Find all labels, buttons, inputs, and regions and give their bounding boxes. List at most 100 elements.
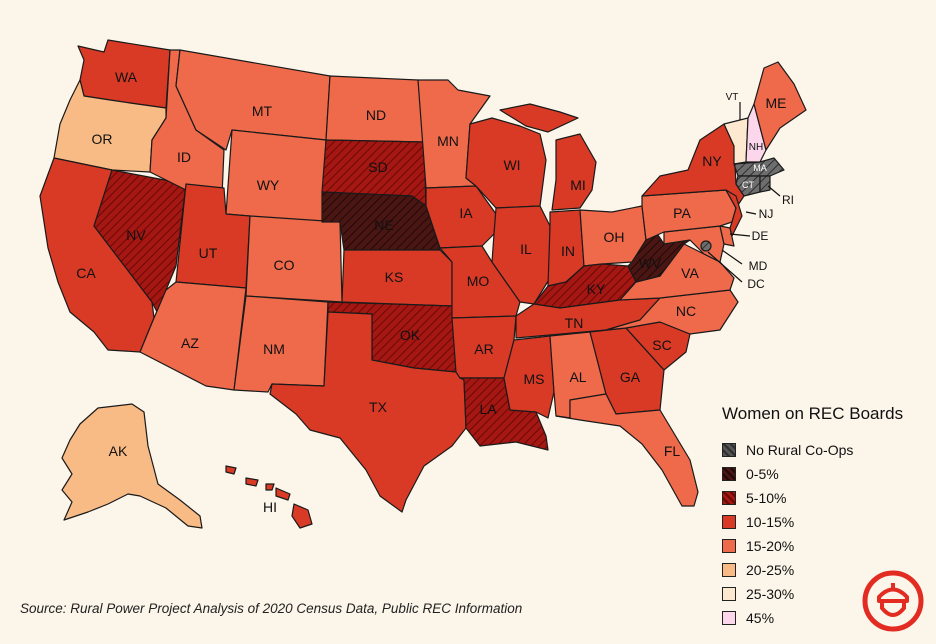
source-note: Source: Rural Power Project Analysis of … xyxy=(20,601,523,616)
state-wy xyxy=(225,129,327,223)
legend-item: 15-20% xyxy=(722,534,903,558)
legend-swatch xyxy=(722,443,736,457)
label-ar: AR xyxy=(474,341,493,357)
state-nc xyxy=(605,289,739,335)
legend-item: No Rural Co-Ops xyxy=(722,438,903,462)
label-nm: NM xyxy=(263,341,285,357)
label-mt: MT xyxy=(252,103,273,119)
label-nv: NV xyxy=(126,227,146,243)
legend-item: 45% xyxy=(722,606,903,630)
label-in: IN xyxy=(561,243,575,259)
label-nj: NJ xyxy=(759,207,774,221)
label-nd: ND xyxy=(366,107,386,123)
legend-item: 20-25% xyxy=(722,558,903,582)
state-me xyxy=(753,61,807,151)
label-ky: KY xyxy=(587,281,606,297)
label-mi: MI xyxy=(570,177,586,193)
label-va: VA xyxy=(681,265,699,281)
label-ks: KS xyxy=(385,269,404,285)
label-ok: OK xyxy=(400,327,421,343)
label-ca: CA xyxy=(76,265,96,281)
label-me: ME xyxy=(766,95,787,111)
legend-item: 10-15% xyxy=(722,510,903,534)
state-nj xyxy=(725,189,743,237)
label-wy: WY xyxy=(257,177,280,193)
label-ri: RI xyxy=(782,193,794,207)
state-mi xyxy=(499,103,597,211)
label-mo: MO xyxy=(467,273,490,289)
label-ma: MA xyxy=(753,163,767,173)
label-ia: IA xyxy=(459,205,473,221)
legend-item: 25-30% xyxy=(722,582,903,606)
legend-label: No Rural Co-Ops xyxy=(746,442,854,458)
label-az: AZ xyxy=(181,335,199,351)
label-ct: CT xyxy=(742,180,754,190)
label-co: CO xyxy=(274,257,295,273)
state-wi xyxy=(465,117,547,209)
callouts xyxy=(707,102,781,283)
label-vt: VT xyxy=(726,92,739,103)
label-nc: NC xyxy=(676,303,696,319)
label-ak: AK xyxy=(109,443,128,459)
label-ut: UT xyxy=(199,245,218,261)
legend-swatch xyxy=(722,563,736,577)
legend-label: 10-15% xyxy=(746,514,795,530)
legend-label: 5-10% xyxy=(746,490,787,506)
label-ny: NY xyxy=(702,153,722,169)
legend-label: 20-25% xyxy=(746,562,795,578)
state-ct xyxy=(735,175,761,197)
label-ne: NE xyxy=(374,217,393,233)
label-ga: GA xyxy=(620,369,641,385)
legend-label: 0-5% xyxy=(746,466,779,482)
label-wi: WI xyxy=(503,157,520,173)
label-wa: WA xyxy=(115,69,138,85)
label-al: AL xyxy=(569,369,586,385)
label-ms: MS xyxy=(524,371,545,387)
label-la: LA xyxy=(479,401,497,417)
label-oh: OH xyxy=(604,229,625,245)
label-sd: SD xyxy=(368,159,387,175)
label-hi: HI xyxy=(263,499,277,515)
state-ri xyxy=(759,175,771,193)
acorn-logo-icon xyxy=(862,570,924,632)
label-tn: TN xyxy=(565,315,584,331)
label-md: MD xyxy=(749,259,768,273)
state-hi xyxy=(225,465,313,529)
legend-label: 15-20% xyxy=(746,538,795,554)
state-tx xyxy=(269,311,467,513)
legend-swatch xyxy=(722,491,736,505)
state-labels: WA OR CA NV ID MT WY UT AZ CO NM ND SD N… xyxy=(76,69,794,515)
state-ia xyxy=(425,185,497,249)
label-de: DE xyxy=(752,229,769,243)
label-nh: NH xyxy=(749,142,763,153)
state-dc xyxy=(700,240,712,252)
legend-item: 0-5% xyxy=(722,462,903,486)
label-dc: DC xyxy=(747,277,765,291)
legend: Women on REC Boards No Rural Co-Ops 0-5% 5… xyxy=(722,404,903,630)
legend-swatch xyxy=(722,515,736,529)
label-id: ID xyxy=(177,149,191,165)
label-wv: WV xyxy=(639,255,662,271)
label-fl: FL xyxy=(664,443,681,459)
legend-label: 25-30% xyxy=(746,586,795,602)
state-fl xyxy=(555,393,699,507)
legend-swatch xyxy=(722,467,736,481)
label-tx: TX xyxy=(369,399,388,415)
legend-item: 5-10% xyxy=(722,486,903,510)
state-ak xyxy=(61,403,203,529)
label-il: IL xyxy=(520,241,532,257)
state-az xyxy=(139,281,247,391)
legend-title: Women on REC Boards xyxy=(722,404,904,423)
label-pa: PA xyxy=(673,205,691,221)
label-mn: MN xyxy=(437,133,459,149)
legend-swatch xyxy=(722,539,736,553)
legend-label: 45% xyxy=(746,610,775,626)
legend-swatch xyxy=(722,611,736,625)
state-nh xyxy=(745,103,767,163)
legend-swatch xyxy=(722,587,736,601)
legend-rows: No Rural Co-Ops 0-5% 5-10% 10-15% 15-20% 20-2… xyxy=(722,438,903,630)
state-mo xyxy=(439,245,521,319)
label-sc: SC xyxy=(652,337,671,353)
label-or: OR xyxy=(92,131,113,147)
